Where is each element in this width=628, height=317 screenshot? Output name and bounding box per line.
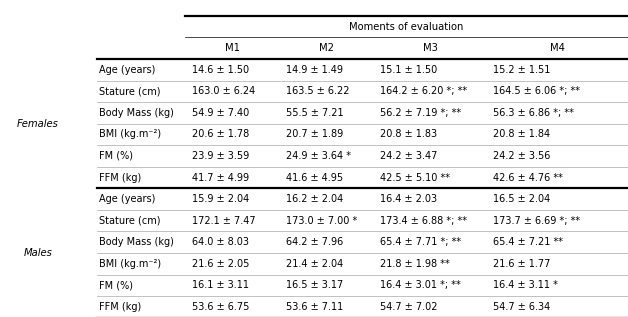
- Text: M1: M1: [225, 43, 240, 53]
- Text: 16.4 ± 3.11 *: 16.4 ± 3.11 *: [493, 280, 558, 290]
- Text: 164.5 ± 6.06 *; **: 164.5 ± 6.06 *; **: [493, 86, 580, 96]
- Text: M2: M2: [319, 43, 334, 53]
- Text: Stature (cm): Stature (cm): [99, 216, 161, 226]
- Text: 24.2 ± 3.47: 24.2 ± 3.47: [380, 151, 437, 161]
- Text: Females: Females: [17, 119, 58, 129]
- Text: M3: M3: [423, 43, 438, 53]
- Text: Age (years): Age (years): [99, 194, 156, 204]
- Text: Age (years): Age (years): [99, 65, 156, 75]
- Text: M4: M4: [550, 43, 565, 53]
- Text: 41.7 ± 4.99: 41.7 ± 4.99: [192, 172, 249, 183]
- Text: 14.9 ± 1.49: 14.9 ± 1.49: [286, 65, 343, 75]
- Text: FM (%): FM (%): [99, 151, 133, 161]
- Text: 163.5 ± 6.22: 163.5 ± 6.22: [286, 86, 349, 96]
- Text: 24.2 ± 3.56: 24.2 ± 3.56: [493, 151, 550, 161]
- Text: 20.8 ± 1.83: 20.8 ± 1.83: [380, 129, 437, 139]
- Text: 56.3 ± 6.86 *; **: 56.3 ± 6.86 *; **: [493, 108, 574, 118]
- Text: 20.6 ± 1.78: 20.6 ± 1.78: [192, 129, 249, 139]
- Text: Body Mass (kg): Body Mass (kg): [99, 237, 174, 247]
- Text: BMI (kg.m⁻²): BMI (kg.m⁻²): [99, 129, 161, 139]
- Text: 16.2 ± 2.04: 16.2 ± 2.04: [286, 194, 343, 204]
- Text: 21.4 ± 2.04: 21.4 ± 2.04: [286, 259, 343, 269]
- Text: Males: Males: [23, 248, 52, 258]
- Text: 14.6 ± 1.50: 14.6 ± 1.50: [192, 65, 249, 75]
- Text: 15.9 ± 2.04: 15.9 ± 2.04: [192, 194, 249, 204]
- Text: 16.1 ± 3.11: 16.1 ± 3.11: [192, 280, 249, 290]
- Text: 173.4 ± 6.88 *; **: 173.4 ± 6.88 *; **: [380, 216, 467, 226]
- Text: 15.2 ± 1.51: 15.2 ± 1.51: [493, 65, 550, 75]
- Text: Body Mass (kg): Body Mass (kg): [99, 108, 174, 118]
- Text: 16.4 ± 3.01 *; **: 16.4 ± 3.01 *; **: [380, 280, 461, 290]
- Text: 21.6 ± 2.05: 21.6 ± 2.05: [192, 259, 249, 269]
- Text: 65.4 ± 7.21 **: 65.4 ± 7.21 **: [493, 237, 563, 247]
- Text: 42.6 ± 4.76 **: 42.6 ± 4.76 **: [493, 172, 563, 183]
- Text: 16.4 ± 2.03: 16.4 ± 2.03: [380, 194, 437, 204]
- Text: 20.7 ± 1.89: 20.7 ± 1.89: [286, 129, 343, 139]
- Text: 54.9 ± 7.40: 54.9 ± 7.40: [192, 108, 249, 118]
- Text: 164.2 ± 6.20 *; **: 164.2 ± 6.20 *; **: [380, 86, 467, 96]
- Text: 64.2 ± 7.96: 64.2 ± 7.96: [286, 237, 343, 247]
- Text: 16.5 ± 3.17: 16.5 ± 3.17: [286, 280, 343, 290]
- Text: 173.0 ± 7.00 *: 173.0 ± 7.00 *: [286, 216, 357, 226]
- Text: 64.0 ± 8.03: 64.0 ± 8.03: [192, 237, 249, 247]
- Text: 24.9 ± 3.64 *: 24.9 ± 3.64 *: [286, 151, 351, 161]
- Text: 54.7 ± 6.34: 54.7 ± 6.34: [493, 302, 550, 312]
- Text: Moments of evaluation: Moments of evaluation: [349, 22, 464, 32]
- Text: 21.6 ± 1.77: 21.6 ± 1.77: [493, 259, 550, 269]
- Text: 56.2 ± 7.19 *; **: 56.2 ± 7.19 *; **: [380, 108, 461, 118]
- Text: 15.1 ± 1.50: 15.1 ± 1.50: [380, 65, 437, 75]
- Text: 42.5 ± 5.10 **: 42.5 ± 5.10 **: [380, 172, 450, 183]
- Text: FFM (kg): FFM (kg): [99, 302, 141, 312]
- Text: 53.6 ± 6.75: 53.6 ± 6.75: [192, 302, 249, 312]
- Text: 55.5 ± 7.21: 55.5 ± 7.21: [286, 108, 344, 118]
- Text: 21.8 ± 1.98 **: 21.8 ± 1.98 **: [380, 259, 450, 269]
- Text: BMI (kg.m⁻²): BMI (kg.m⁻²): [99, 259, 161, 269]
- Text: 16.5 ± 2.04: 16.5 ± 2.04: [493, 194, 550, 204]
- Text: 54.7 ± 7.02: 54.7 ± 7.02: [380, 302, 438, 312]
- Text: 23.9 ± 3.59: 23.9 ± 3.59: [192, 151, 249, 161]
- Text: 65.4 ± 7.71 *; **: 65.4 ± 7.71 *; **: [380, 237, 461, 247]
- Text: 173.7 ± 6.69 *; **: 173.7 ± 6.69 *; **: [493, 216, 580, 226]
- Text: 20.8 ± 1.84: 20.8 ± 1.84: [493, 129, 550, 139]
- Text: FFM (kg): FFM (kg): [99, 172, 141, 183]
- Text: 53.6 ± 7.11: 53.6 ± 7.11: [286, 302, 343, 312]
- Text: 172.1 ± 7.47: 172.1 ± 7.47: [192, 216, 255, 226]
- Text: 163.0 ± 6.24: 163.0 ± 6.24: [192, 86, 255, 96]
- Text: Stature (cm): Stature (cm): [99, 86, 161, 96]
- Text: 41.6 ± 4.95: 41.6 ± 4.95: [286, 172, 343, 183]
- Text: FM (%): FM (%): [99, 280, 133, 290]
